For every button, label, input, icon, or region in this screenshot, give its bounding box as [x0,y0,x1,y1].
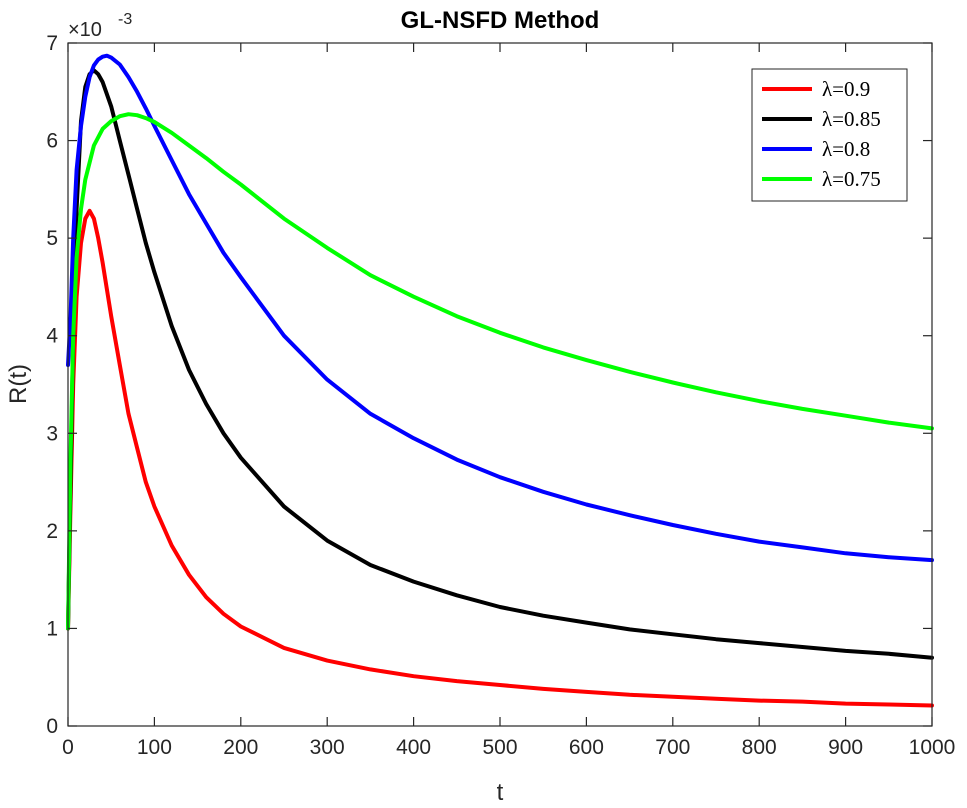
y-tick-label: 1 [46,617,58,640]
y-exponent-base: ×10 [68,19,102,41]
x-tick-label: 200 [223,736,258,759]
x-tick-label: 1000 [909,736,956,759]
legend-label-0: λ=0.9 [822,77,870,101]
series-line-0 [66,208,934,708]
y-tick-label: 2 [46,520,58,543]
y-exponent: ×10 -3 [68,11,132,41]
x-tick-label: 300 [310,736,345,759]
series-layer [66,53,934,708]
y-tick-label: 0 [46,715,58,738]
legend: λ=0.9 λ=0.85 λ=0.8 λ=0.75 [751,68,908,202]
y-tick-label: 4 [46,325,58,348]
legend-label-2: λ=0.8 [822,137,870,161]
x-tick-label: 700 [655,736,690,759]
series-line-2 [66,53,934,563]
y-exponent-power: -3 [118,11,132,28]
x-tick-label: 900 [828,736,863,759]
legend-label-3: λ=0.75 [822,167,881,191]
x-tick-label: 800 [742,736,777,759]
x-tick-label: 500 [482,736,517,759]
x-axis: 0 100 200 300 400 500 600 700 800 900 1000 [62,43,955,759]
x-axis-label: t [497,779,504,806]
chart-title: GL-NSFD Method [401,7,600,34]
y-axis: 0 1 2 3 4 5 6 7 [46,32,932,738]
x-tick-label: 0 [62,736,74,759]
y-tick-label: 6 [46,130,58,153]
series-line-3 [66,112,934,631]
x-tick-label: 400 [396,736,431,759]
y-tick-label: 3 [46,422,58,445]
x-tick-label: 600 [569,736,604,759]
legend-label-1: λ=0.85 [822,107,881,131]
y-tick-label: 5 [46,227,58,250]
x-tick-label: 100 [137,736,172,759]
y-tick-label: 7 [46,32,58,55]
y-axis-label: R(t) [5,364,32,404]
